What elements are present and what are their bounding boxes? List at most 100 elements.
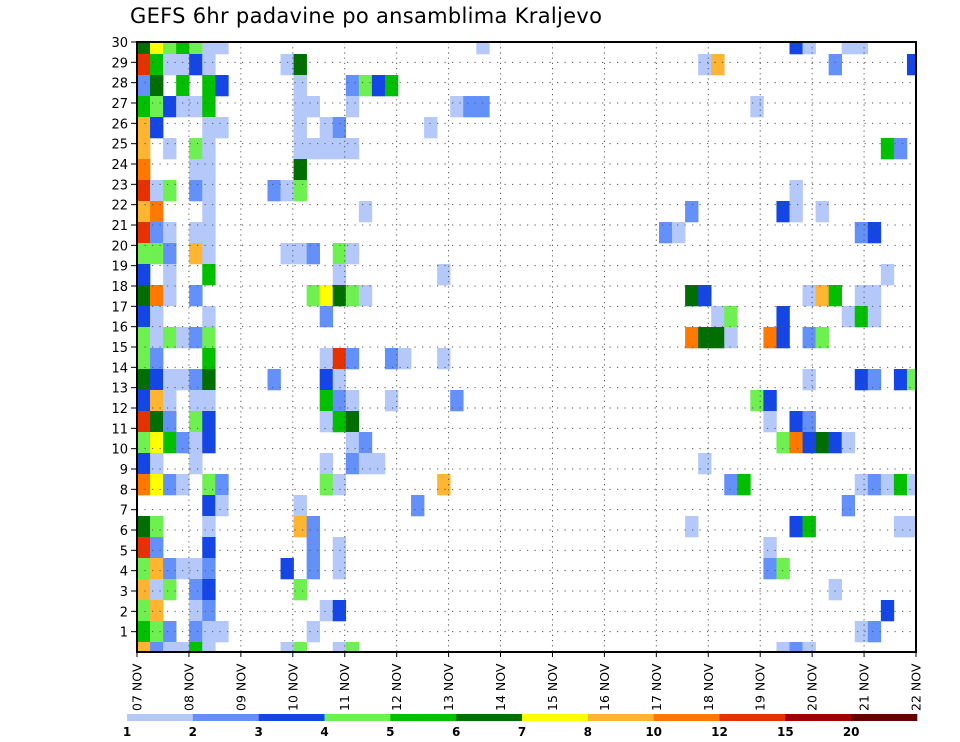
y-tick-label: 16 (111, 321, 128, 336)
heatmap-cell (267, 369, 281, 391)
y-tick-label: 11 (111, 422, 128, 437)
heatmap-cell (789, 411, 803, 433)
heatmap-cell (711, 54, 725, 76)
legend-label: 5 (386, 725, 394, 739)
heatmap-cell (150, 432, 164, 454)
heatmap-cell (176, 54, 190, 76)
heatmap-cell (280, 180, 294, 202)
heatmap-cell (137, 432, 151, 454)
heatmap-cell (763, 558, 777, 580)
heatmap-cell (293, 54, 307, 76)
legend-swatch (587, 714, 654, 721)
heatmap-cell (150, 411, 164, 433)
legend-swatch (653, 714, 720, 721)
heatmap-cell (789, 432, 803, 454)
y-tick-label: 24 (111, 158, 128, 173)
heatmap-cell (815, 201, 829, 223)
heatmap-cell (137, 222, 151, 244)
y-tick-label: 13 (111, 382, 128, 397)
heatmap-cell (802, 42, 816, 55)
y-tick-label: 4 (120, 565, 128, 580)
x-tick-label: 14 NOV (493, 663, 508, 711)
heatmap-cell (215, 75, 229, 97)
heatmap-cell (332, 600, 347, 622)
heatmap-cell (163, 264, 177, 286)
heatmap-cell (202, 600, 216, 622)
x-tick-label: 08 NOV (181, 663, 196, 711)
heatmap-cell (137, 558, 151, 580)
heatmap-cell (319, 306, 334, 328)
heatmap-cell (698, 453, 712, 475)
heatmap-cell (841, 306, 856, 328)
heatmap-cell (215, 495, 229, 517)
heatmap-cell (215, 42, 229, 55)
heatmap-cell (424, 117, 438, 139)
heatmap-cell (854, 222, 869, 244)
heatmap-cell (137, 327, 151, 349)
heatmap-cell (189, 180, 203, 202)
legend-swatch (127, 714, 194, 721)
heatmap-cell (293, 180, 307, 202)
heatmap-cell (698, 285, 712, 307)
heatmap-cell (789, 42, 803, 55)
heatmap-cell (776, 327, 790, 349)
heatmap-cell (802, 369, 816, 391)
heatmap-cell (776, 201, 790, 223)
heatmap-cell (332, 411, 347, 433)
heatmap-cell (202, 390, 216, 412)
heatmap-cell (802, 516, 816, 538)
heatmap-cell (854, 42, 869, 55)
legend-swatch (390, 714, 457, 721)
heatmap-cell (150, 54, 164, 76)
heatmap-cell (176, 432, 190, 454)
heatmap-cell (332, 390, 347, 412)
heatmap-cell (137, 201, 151, 223)
heatmap-cell (189, 54, 203, 76)
legend-label: 15 (777, 725, 794, 739)
heatmap-cell (202, 54, 216, 76)
heatmap-cell (137, 285, 151, 307)
heatmap-cell (880, 264, 895, 286)
heatmap-cell (202, 96, 216, 118)
heatmap-cell (202, 558, 216, 580)
heatmap-cell (150, 537, 164, 559)
heatmap-cell (841, 432, 856, 454)
heatmap-cell (137, 264, 151, 286)
heatmap-cell (854, 285, 869, 307)
heatmap-cell (750, 390, 764, 412)
heatmap-cell (306, 516, 320, 538)
heatmap-cell (893, 138, 908, 160)
heatmap-cell (711, 327, 725, 349)
y-tick-label: 2 (120, 605, 128, 620)
heatmap-cell (906, 54, 916, 76)
heatmap-cell (137, 600, 151, 622)
heatmap-cell (150, 600, 164, 622)
heatmap-cell (776, 558, 790, 580)
heatmap-cell (150, 369, 164, 391)
heatmap-cell (202, 495, 216, 517)
plot-frame (136, 41, 917, 653)
heatmap-cell (358, 453, 373, 475)
heatmap-cell (371, 453, 386, 475)
heatmap-cell (137, 117, 151, 139)
heatmap-cell (332, 138, 347, 160)
heatmap-cell (137, 54, 151, 76)
y-tick-label: 23 (111, 178, 128, 193)
heatmap-cell (358, 75, 373, 97)
heatmap-cell (150, 348, 164, 370)
x-tick-label: 09 NOV (233, 663, 248, 711)
heatmap-cell (280, 642, 294, 652)
heatmap-cell (332, 117, 347, 139)
heatmap-cell (685, 285, 699, 307)
legend-swatch (719, 714, 786, 721)
heatmap-cell (358, 201, 373, 223)
heatmap-cell (150, 516, 164, 538)
heatmap-cell (332, 558, 347, 580)
legend-label: 12 (711, 725, 728, 739)
heatmap-cell (176, 474, 190, 496)
heatmap-cell (163, 42, 177, 55)
legend-label: 20 (843, 725, 860, 739)
x-tick-label: 12 NOV (389, 663, 404, 711)
heatmap-cell (137, 537, 151, 559)
heatmap-cell (332, 264, 347, 286)
